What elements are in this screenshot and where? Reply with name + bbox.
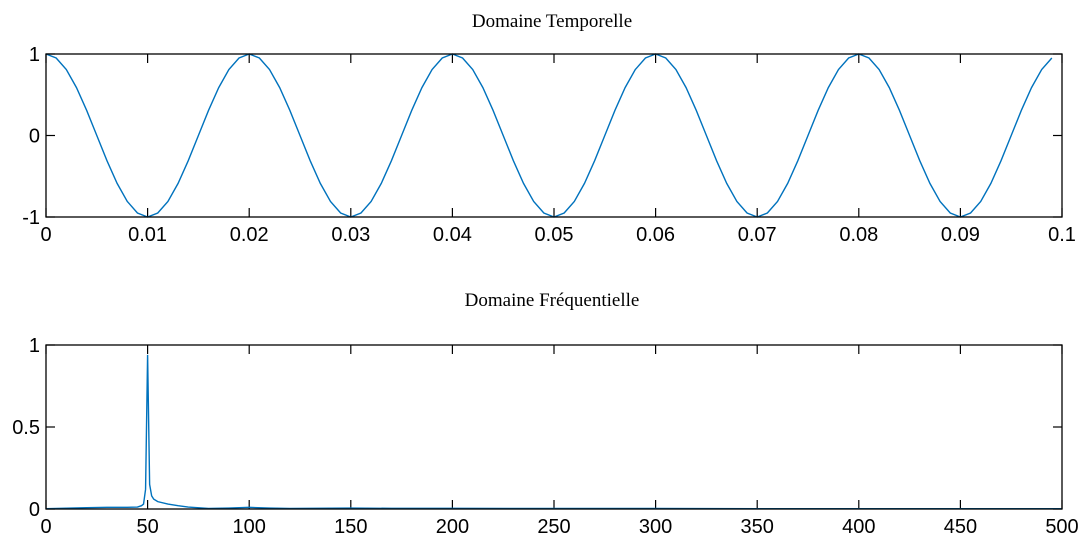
- time-domain-x-tick-label: 0.05: [535, 224, 574, 246]
- frequency-domain-y-tick-label: 1: [29, 335, 40, 357]
- time-domain-x-tick-label: 0: [40, 224, 51, 246]
- frequency-domain-x-tick-label: 50: [136, 516, 158, 538]
- time-domain-x-tick-label: 0.04: [433, 224, 472, 246]
- time-domain-y-tick-label: 1: [29, 44, 40, 66]
- frequency-domain-x-tick-label: 200: [436, 516, 469, 538]
- time-domain-axes-box: [45, 53, 1063, 218]
- frequency-domain-series-line: [45, 354, 1062, 510]
- frequency-domain-x-tick-label: 400: [842, 516, 875, 538]
- time-domain-plot: Domaine Temporelle 0 0.01 0.02 0.03 0.04 0.05…: [22, 11, 1076, 246]
- frequency-domain-x-tick-label: 450: [944, 516, 977, 538]
- frequency-domain-y-tick-label: 0: [29, 499, 40, 521]
- time-domain-x-tick-label: 0.08: [839, 224, 878, 246]
- time-domain-series-line: [45, 53, 1053, 218]
- frequency-domain-x-tick-label: 350: [741, 516, 774, 538]
- frequency-domain-x-tick-label: 250: [537, 516, 570, 538]
- frequency-domain-title: Domaine Fréquentielle: [465, 290, 640, 311]
- frequency-domain-y-tick-label: 0.5: [12, 417, 40, 439]
- time-domain-ticks: 0 0.01 0.02 0.03 0.04 0.05 0.06 0.07 0.08 0.09 0.1…: [22, 44, 1076, 246]
- frequency-domain-x-tick-label: 0: [40, 516, 51, 538]
- frequency-domain-x-tick-label: 500: [1045, 516, 1078, 538]
- time-domain-y-tick-label: -1: [22, 207, 40, 229]
- time-domain-x-tick-label: 0.06: [636, 224, 675, 246]
- time-domain-x-tick-label: 0.03: [331, 224, 370, 246]
- frequency-domain-x-tick-label: 300: [639, 516, 672, 538]
- frequency-domain-plot: Domaine Fréquentielle 0 50 100 150 200 250 300…: [12, 290, 1079, 538]
- time-domain-title: Domaine Temporelle: [472, 11, 632, 32]
- time-domain-x-tick-label: 0.07: [738, 224, 777, 246]
- time-domain-x-tick-label: 0.09: [941, 224, 980, 246]
- time-domain-y-tick-label: 0: [29, 126, 40, 148]
- frequency-domain-x-tick-label: 100: [233, 516, 266, 538]
- time-domain-x-tick-label: 0.1: [1048, 224, 1076, 246]
- frequency-domain-axes-box: [45, 344, 1063, 510]
- time-domain-x-tick-label: 0.02: [230, 224, 269, 246]
- frequency-domain-ticks: 0 50 100 150 200 250 300 350 400 450 500 0 0.5 1: [12, 335, 1079, 538]
- frequency-domain-x-tick-label: 150: [334, 516, 367, 538]
- time-domain-x-tick-label: 0.01: [128, 224, 167, 246]
